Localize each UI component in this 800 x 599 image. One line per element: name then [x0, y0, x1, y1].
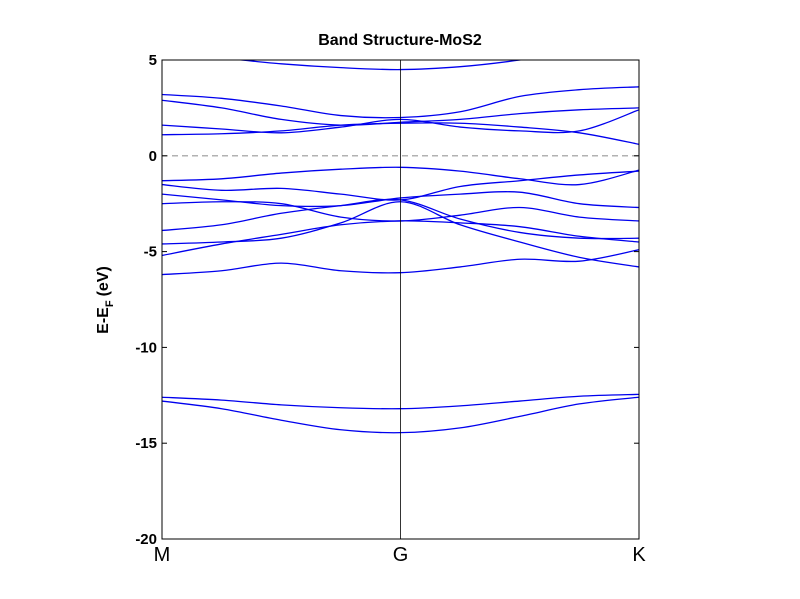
y-tick-label: -20: [135, 531, 157, 548]
x-tick-label-g: G: [393, 544, 409, 566]
y-axis-label-subscript: F: [104, 300, 116, 307]
plot-frame: [161, 59, 640, 540]
chart-title: Band Structure-MoS2: [318, 32, 482, 49]
plot-area: [161, 59, 640, 540]
y-tick-label: -15: [135, 435, 157, 452]
x-tick-label-k: K: [632, 544, 646, 566]
y-axis-label: E-EF (eV): [95, 266, 116, 334]
y-tick-label: -5: [144, 244, 157, 261]
y-axis-label-main: E-E: [95, 307, 112, 334]
y-tick-label: 5: [149, 52, 157, 69]
y-axis-label-unit: (eV): [95, 266, 112, 296]
y-tick-label: -10: [135, 339, 157, 356]
y-tick-label: 0: [149, 148, 157, 165]
x-tick-label-m: M: [154, 544, 171, 566]
